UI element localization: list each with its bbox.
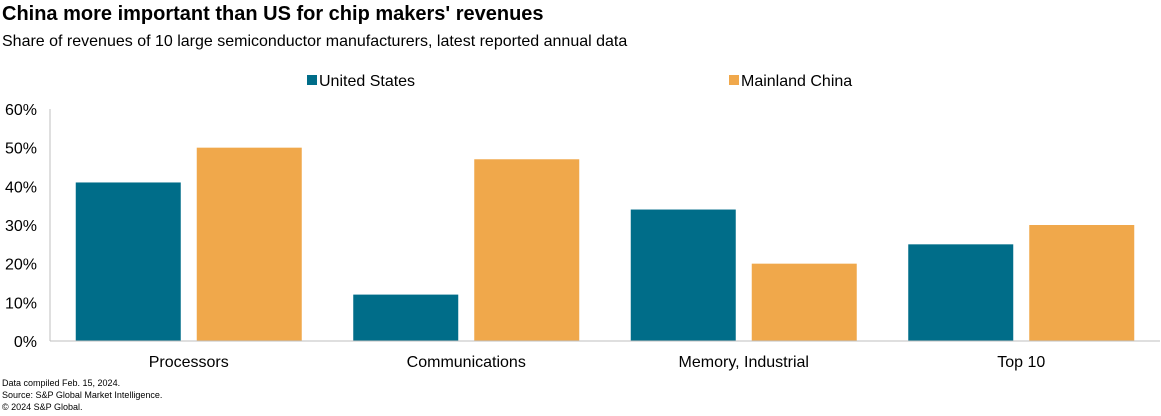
bar-mainland-china <box>196 147 302 341</box>
x-tick-label: Memory, Industrial <box>679 354 809 371</box>
bar-united-states <box>630 209 736 341</box>
footer-copyright: © 2024 S&P Global. <box>2 402 83 412</box>
y-tick-label: 60% <box>5 102 37 119</box>
bar-mainland-china <box>1029 225 1135 341</box>
y-tick-label: 40% <box>5 179 37 196</box>
x-tick-label: Processors <box>149 354 229 371</box>
y-tick-label: 10% <box>5 295 37 312</box>
y-tick-label: 20% <box>5 257 37 274</box>
bar-united-states <box>353 294 459 341</box>
bar-united-states <box>75 182 181 341</box>
footer-date-note: Data compiled Feb. 15, 2024. <box>2 378 121 388</box>
x-tick-label: Top 10 <box>997 354 1045 371</box>
footer-source: Source: S&P Global Market Intelligence. <box>2 390 163 400</box>
legend-label: United States <box>319 73 415 90</box>
y-tick-label: 30% <box>5 218 37 235</box>
y-tick-label: 50% <box>5 141 37 158</box>
chart-subtitle: Share of revenues of 10 large semiconduc… <box>2 33 628 50</box>
bar-mainland-china <box>751 263 857 341</box>
bar-chart: 0% 10% 20% 30% 40% 50% 60% Processors Communicat… <box>5 73 1160 371</box>
bar-mainland-china <box>474 159 580 341</box>
legend-label: Mainland China <box>741 73 852 90</box>
chart-title: China more important than US for chip ma… <box>2 3 544 25</box>
y-tick-label: 0% <box>14 334 37 351</box>
legend-swatch <box>307 75 317 85</box>
bar-united-states <box>908 244 1014 341</box>
legend-swatch <box>729 75 739 85</box>
x-tick-label: Communications <box>407 354 526 371</box>
